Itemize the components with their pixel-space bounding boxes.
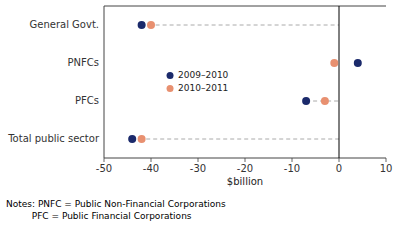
dot	[354, 59, 362, 67]
x-tick-label: -20	[237, 163, 253, 174]
category-label: Total public sector	[7, 133, 100, 144]
connector	[132, 139, 339, 140]
x-tick-label: -10	[284, 163, 300, 174]
chart: General Govt. PNFCs PFCs Total public secto…	[0, 0, 397, 227]
y-axis-line	[104, 6, 105, 158]
x-tick-label: 0	[336, 163, 342, 174]
x-tick-label: -40	[143, 163, 159, 174]
x-tick-label: -30	[190, 163, 206, 174]
dot	[128, 135, 136, 143]
dot	[147, 21, 155, 29]
legend-marker	[167, 85, 174, 92]
note: Notes: PNFC = Public Non-Financial Corpo…	[6, 199, 226, 209]
dot	[330, 59, 338, 67]
legend-marker	[167, 72, 174, 79]
x-tick	[339, 158, 340, 162]
x-tick-label: 10	[380, 163, 393, 174]
category-label: General Govt.	[30, 19, 99, 30]
category-label: PNFCs	[68, 57, 99, 68]
x-tick	[292, 158, 293, 162]
plot-area	[128, 6, 362, 158]
dot	[302, 97, 310, 105]
dot	[138, 135, 146, 143]
note: PFC = Public Financial Corporations	[6, 211, 192, 221]
zero-line	[339, 6, 340, 158]
x-tick	[104, 158, 105, 162]
category-label: PFCs	[75, 95, 99, 106]
dot	[321, 97, 329, 105]
x-tick	[198, 158, 199, 162]
x-tick	[386, 158, 387, 162]
legend-label: 2009–2010	[178, 70, 229, 80]
legend-label: 2010–2011	[178, 83, 228, 93]
legend: 2009–2010 2010–2011	[167, 70, 229, 93]
connector	[142, 25, 339, 26]
dot	[138, 21, 146, 29]
x-tick	[151, 158, 152, 162]
x-axis-line	[104, 158, 386, 159]
x-axis-label: $billion	[227, 176, 263, 187]
x-tick	[245, 158, 246, 162]
x-tick-label: -50	[96, 163, 112, 174]
top-frame-line	[104, 6, 386, 7]
